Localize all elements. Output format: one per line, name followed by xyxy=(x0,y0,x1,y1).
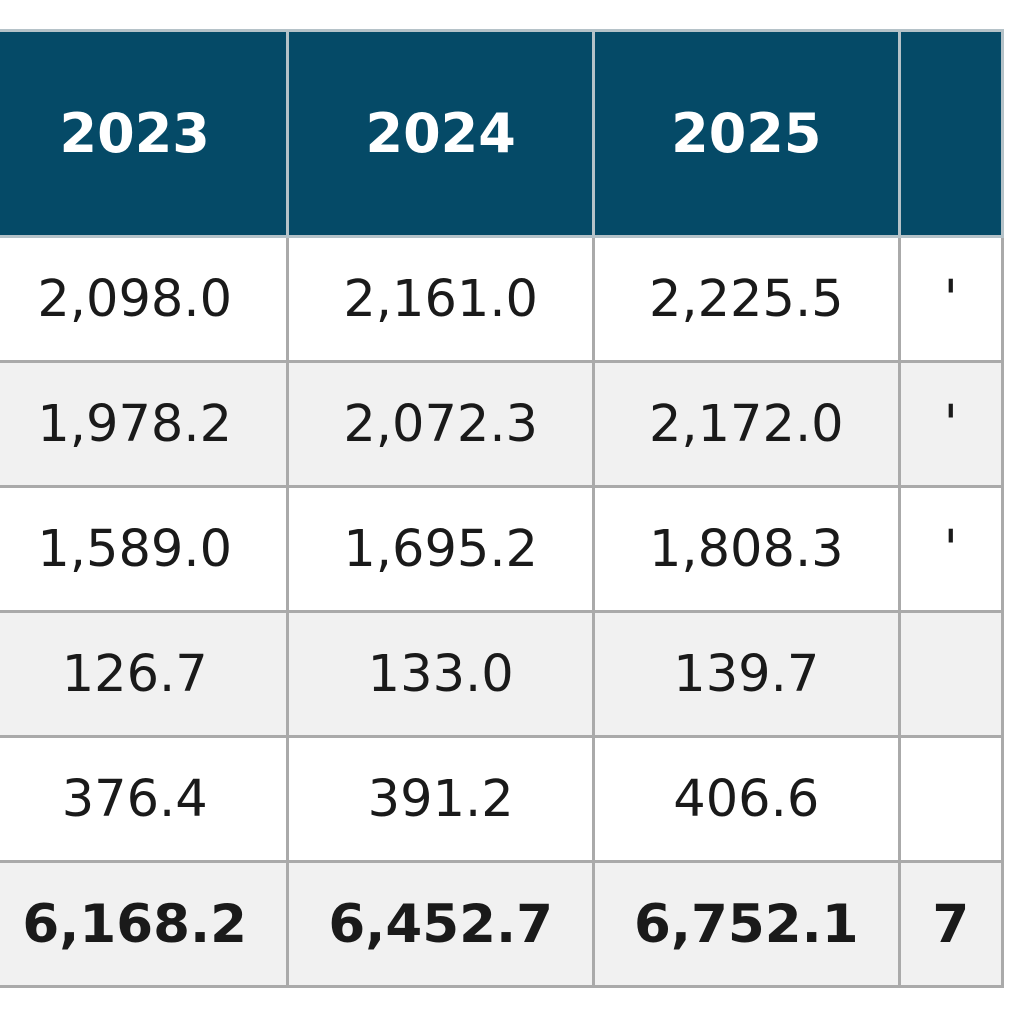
table-row: 126.7 133.0 139.7 xyxy=(0,610,1005,738)
table-cell: 2,098.0 xyxy=(0,235,290,363)
table-row: 1,978.2 2,072.3 2,172.0 ' xyxy=(0,360,1005,488)
column-header-2023: 2023 xyxy=(0,29,290,238)
table-cell: 2,072.3 xyxy=(286,360,595,488)
table-cell: 1,808.3 xyxy=(591,485,901,613)
table-cell: 1,978.2 xyxy=(0,360,290,488)
table-cell: 376.4 xyxy=(0,735,290,863)
table-cell-partial: ' xyxy=(897,485,1005,613)
table-cell-partial: ' xyxy=(897,360,1005,488)
table-cell: 406.6 xyxy=(591,735,901,863)
column-header-2025: 2025 xyxy=(591,29,901,238)
table-cell: 2,225.5 xyxy=(591,235,901,363)
table-cell: 133.0 xyxy=(286,610,595,738)
table-cell-partial xyxy=(897,610,1005,738)
total-row: 6,168.2 6,452.7 6,752.1 7 xyxy=(0,860,1005,988)
total-cell: 6,452.7 xyxy=(286,860,595,988)
table-row: 1,589.0 1,695.2 1,808.3 ' xyxy=(0,485,1005,613)
table-row: 376.4 391.2 406.6 xyxy=(0,735,1005,863)
total-cell-partial: 7 xyxy=(897,860,1005,988)
table-cell-partial xyxy=(897,735,1005,863)
data-table: 2023 2024 2025 2,098.0 2,161.0 2,225.5 '… xyxy=(0,29,1005,988)
total-cell: 6,168.2 xyxy=(0,860,290,988)
table-cell: 1,695.2 xyxy=(286,485,595,613)
table-cell: 2,161.0 xyxy=(286,235,595,363)
table-cell: 1,589.0 xyxy=(0,485,290,613)
total-cell: 6,752.1 xyxy=(591,860,901,988)
column-header-2024: 2024 xyxy=(286,29,595,238)
table-cell: 391.2 xyxy=(286,735,595,863)
table-row: 2,098.0 2,161.0 2,225.5 ' xyxy=(0,235,1005,363)
table-cell-partial: ' xyxy=(897,235,1005,363)
table-cell: 2,172.0 xyxy=(591,360,901,488)
table-cell: 126.7 xyxy=(0,610,290,738)
table-cell: 139.7 xyxy=(591,610,901,738)
header-row: 2023 2024 2025 xyxy=(0,29,1005,238)
column-header-partial xyxy=(897,29,1005,238)
